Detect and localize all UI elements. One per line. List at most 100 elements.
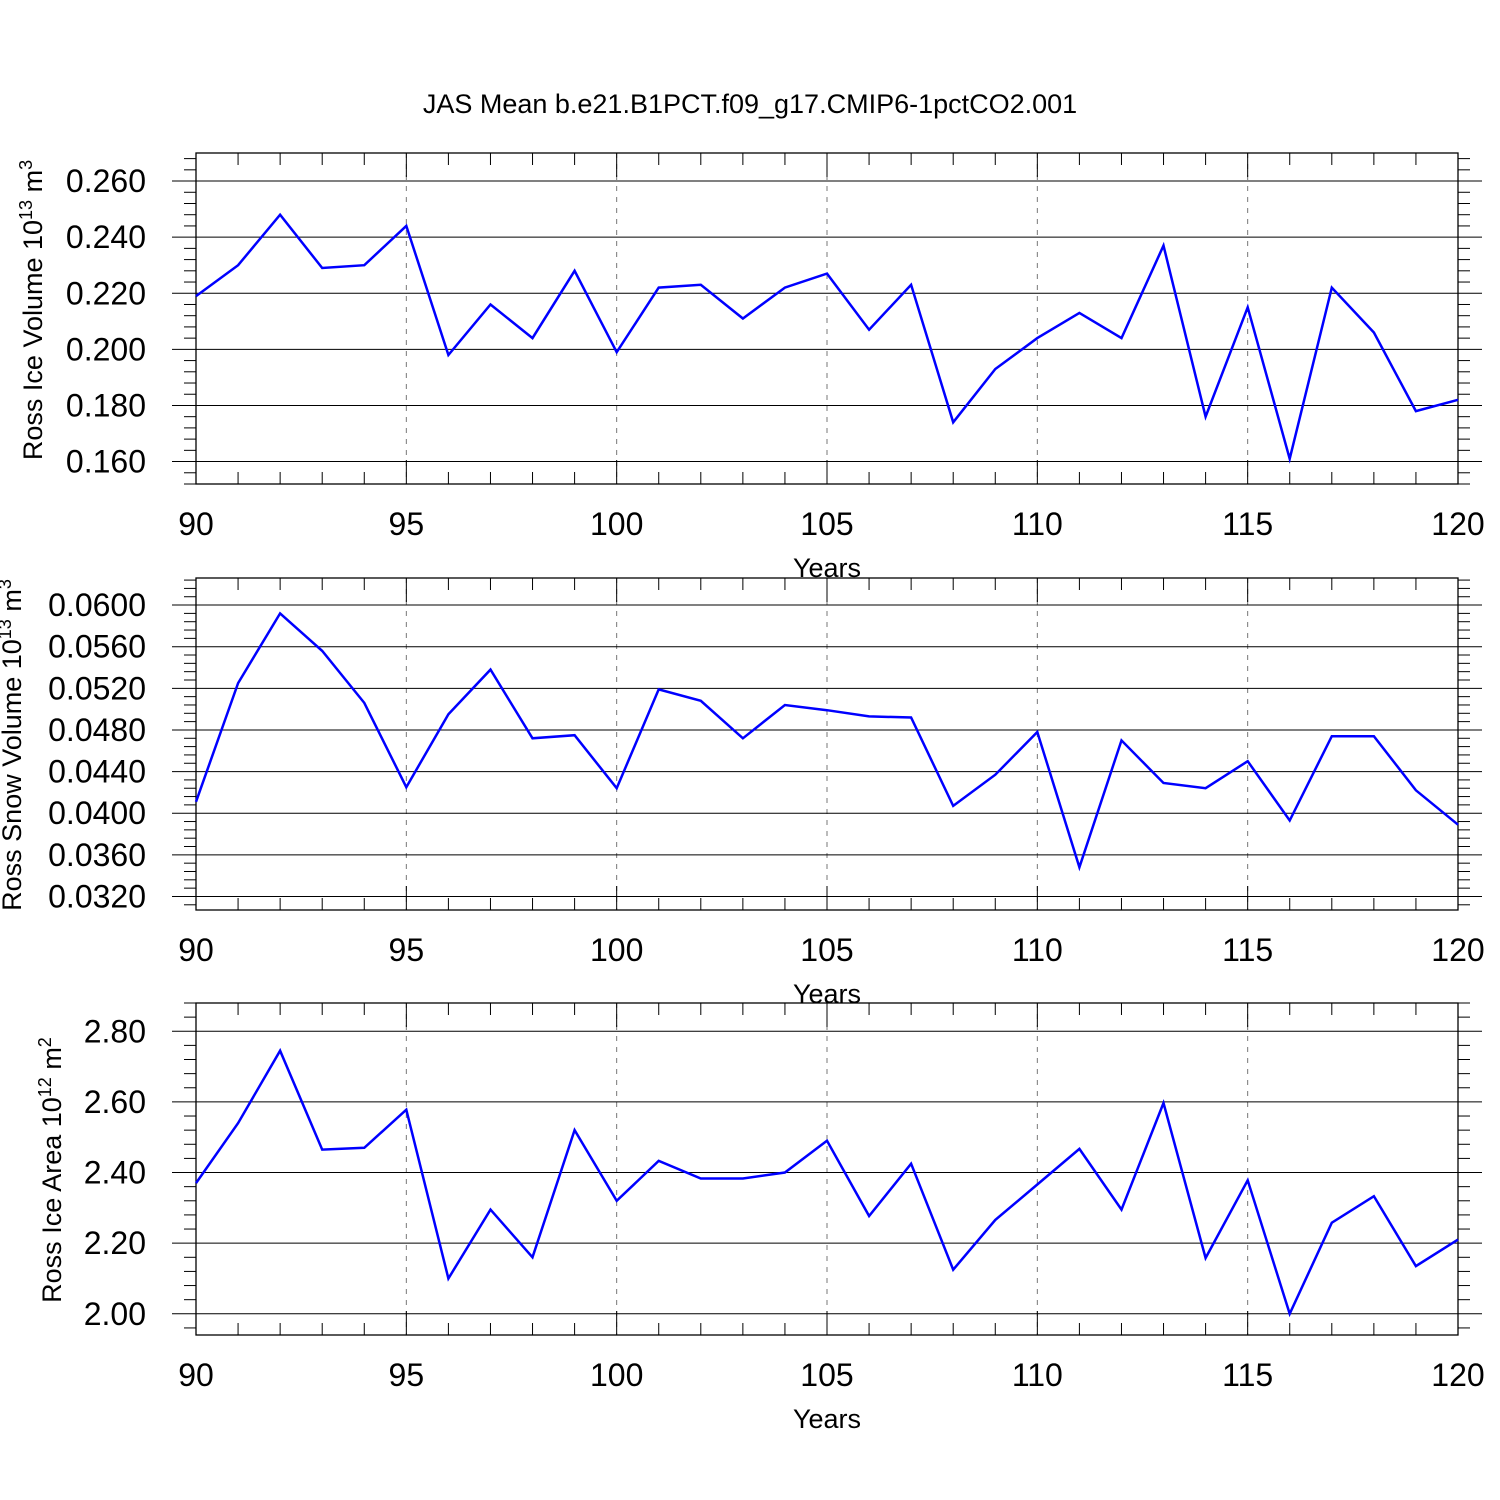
- ice-area-point-111: [1079, 1148, 1080, 1149]
- ice-volume-point-110: [1037, 338, 1038, 339]
- snow-volume-xtick-label-4: 110: [1012, 932, 1063, 968]
- ice-volume-point-102: [700, 284, 701, 285]
- snow-volume-point-120: [1458, 824, 1459, 825]
- snow-volume-point-107: [911, 717, 912, 718]
- ice-volume-point-93: [322, 268, 323, 269]
- snow-volume-point-101: [658, 689, 659, 690]
- ice-volume-y-axis-label-part-3: 3: [16, 160, 36, 170]
- ice-area-point-95: [406, 1109, 407, 1110]
- ice-area-point-118: [1373, 1196, 1374, 1197]
- ice-volume-ytick-label-1: 0.180: [66, 387, 146, 423]
- ice-volume-point-114: [1205, 416, 1206, 417]
- snow-volume-point-104: [784, 704, 785, 705]
- snow-volume-xtick-label-0: 90: [178, 932, 214, 968]
- ice-volume-plot-frame: [195, 152, 1459, 485]
- snow-volume-y-axis-label-part-2: m: [0, 589, 27, 619]
- ice-volume-xtick-label-3: 105: [800, 506, 853, 542]
- ice-volume-point-94: [364, 265, 365, 266]
- ice-area-point-110: [1037, 1184, 1038, 1185]
- ice-area-point-97: [490, 1209, 491, 1210]
- ice-volume-ytick-label-4: 0.240: [66, 219, 146, 255]
- snow-volume-point-97: [490, 669, 491, 670]
- snow-volume-xtick-label-3: 105: [800, 932, 853, 968]
- ice-volume-point-104: [784, 287, 785, 288]
- ice-area-point-90: [196, 1183, 197, 1184]
- snow-volume-point-96: [448, 714, 449, 715]
- ice-volume-point-107: [911, 284, 912, 285]
- ice-area-point-103: [742, 1178, 743, 1179]
- snow-volume-point-98: [532, 738, 533, 739]
- ice-area-point-94: [364, 1147, 365, 1148]
- ice-volume-point-117: [1331, 287, 1332, 288]
- snow-volume-point-102: [700, 700, 701, 701]
- snow-volume-point-90: [196, 801, 197, 802]
- snow-volume-point-99: [574, 735, 575, 736]
- snow-volume-point-110: [1037, 732, 1038, 733]
- snow-volume-ytick-label-7: 0.0600: [48, 587, 146, 623]
- ice-area-xtick-label-2: 100: [590, 1357, 643, 1393]
- snow-volume-point-118: [1373, 736, 1374, 737]
- snow-volume-point-92: [280, 613, 281, 614]
- ice-area-y-axis-label-part-3: 2: [35, 1037, 55, 1047]
- snow-volume-point-103: [742, 738, 743, 739]
- snow-volume-ytick-label-0: 0.0320: [48, 878, 146, 914]
- ice-area-point-102: [700, 1178, 701, 1179]
- snow-volume-point-114: [1205, 788, 1206, 789]
- ice-volume-y-axis-label: Ross Ice Volume 1013 m3: [16, 160, 48, 460]
- snow-volume-point-93: [322, 650, 323, 651]
- snow-volume-xtick-label-6: 120: [1431, 932, 1484, 968]
- ice-area-y-axis-label-part-0: Ross Ice Area 10: [37, 1097, 67, 1303]
- ice-volume-point-116: [1289, 458, 1290, 459]
- snow-volume-xtick-label-1: 95: [389, 932, 425, 968]
- ice-area-point-105: [827, 1140, 828, 1141]
- ice-volume-series-line: [195, 212, 1459, 464]
- snow-volume-point-108: [953, 805, 954, 806]
- snow-volume-y-axis-label-part-1: 13: [0, 619, 15, 639]
- ice-area-point-99: [574, 1130, 575, 1131]
- ice-volume-point-101: [658, 287, 659, 288]
- ice-area-ytick-label-4: 2.80: [84, 1013, 146, 1049]
- ice-volume-point-91: [238, 265, 239, 266]
- ice-volume-ytick-label-3: 0.220: [66, 275, 146, 311]
- ice-volume-point-106: [869, 329, 870, 330]
- ice-volume-point-112: [1121, 338, 1122, 339]
- snow-volume-y-axis-label: Ross Snow Volume 1013 m3: [0, 579, 27, 911]
- ice-volume-xtick-label-1: 95: [389, 506, 425, 542]
- ice-area-xtick-label-3: 105: [800, 1357, 853, 1393]
- snow-volume-y-axis-label-part-3: 3: [0, 579, 15, 589]
- ice-area-series-line: [194, 1047, 1459, 1318]
- snow-volume-point-100: [616, 788, 617, 789]
- ice-area-y-axis-label-part-1: 12: [35, 1077, 55, 1097]
- ice-area-point-91: [238, 1123, 239, 1124]
- ice-volume-point-96: [448, 354, 449, 355]
- snow-volume-point-116: [1289, 820, 1290, 821]
- ice-area-point-119: [1415, 1266, 1416, 1267]
- snow-volume-ytick-label-2: 0.0400: [48, 795, 146, 831]
- snow-volume-point-112: [1121, 740, 1122, 741]
- ice-volume-xtick-label-4: 110: [1012, 506, 1063, 542]
- snow-volume-point-113: [1163, 783, 1164, 784]
- ice-area-point-101: [658, 1160, 659, 1161]
- ice-volume-xtick-label-5: 115: [1222, 506, 1273, 542]
- ice-volume-y-axis-label-part-1: 13: [16, 200, 36, 220]
- ice-area-y-axis-label: Ross Ice Area 1012 m2: [35, 1037, 67, 1303]
- ice-area-point-93: [322, 1149, 323, 1150]
- ice-volume-point-119: [1415, 411, 1416, 412]
- snow-volume-ytick-label-1: 0.0360: [48, 837, 146, 873]
- panel-ice-area: 2.00 2.20 2.40 2.60 2.80 90 95 100 105 110 115 120 Y…: [35, 1002, 1485, 1434]
- ice-volume-point-98: [532, 338, 533, 339]
- ice-area-xtick-label-1: 95: [389, 1357, 425, 1393]
- ice-area-point-112: [1121, 1209, 1122, 1210]
- ice-volume-point-113: [1163, 245, 1164, 246]
- ice-area-ytick-label-0: 2.00: [84, 1296, 146, 1332]
- ice-volume-point-111: [1079, 312, 1080, 313]
- ice-volume-point-99: [574, 270, 575, 271]
- ice-volume-y-axis-label-part-0: Ross Ice Volume 10: [18, 220, 48, 460]
- snow-volume-ytick-label-4: 0.0480: [48, 712, 146, 748]
- ice-area-point-96: [448, 1278, 449, 1279]
- ice-volume-point-92: [280, 214, 281, 215]
- ice-volume-ytick-label-5: 0.260: [66, 163, 146, 199]
- ice-area-point-100: [616, 1200, 617, 1201]
- snow-volume-point-94: [364, 702, 365, 703]
